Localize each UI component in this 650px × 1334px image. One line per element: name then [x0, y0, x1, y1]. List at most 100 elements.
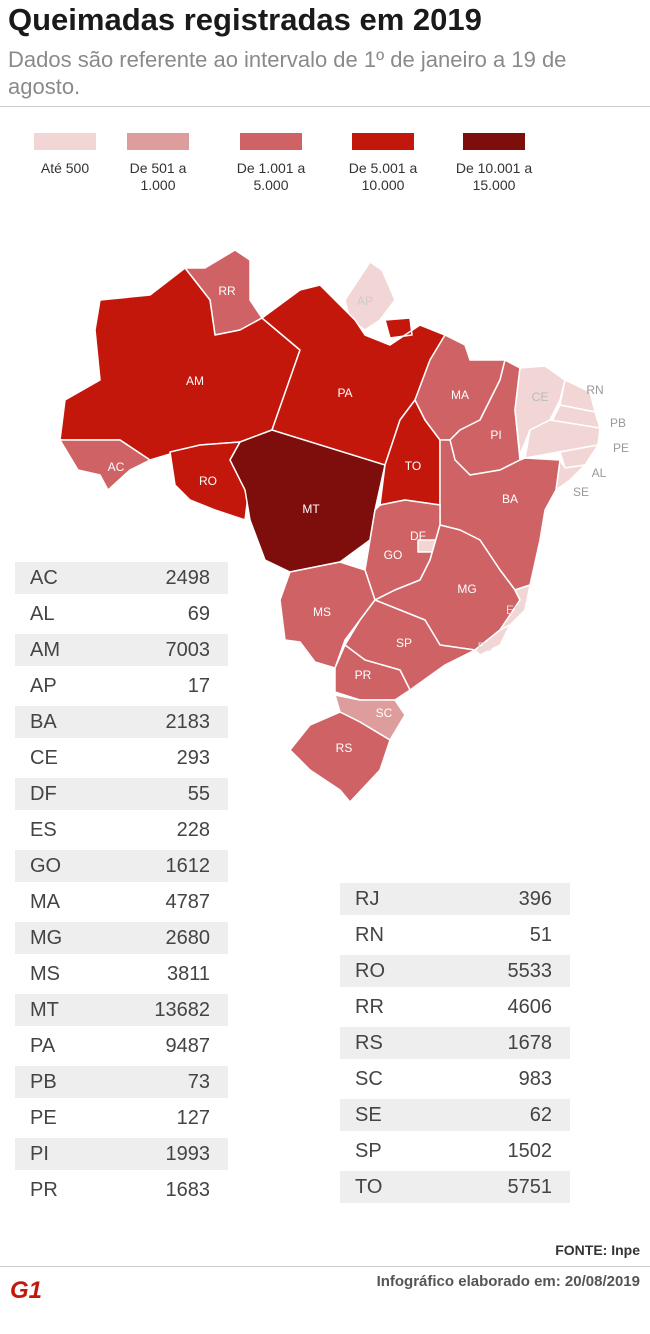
state-name: SC [355, 1068, 383, 1090]
table-row: CE 293 [15, 742, 228, 774]
state-label: RS [336, 741, 353, 755]
state-value: 13682 [154, 999, 210, 1021]
state-value: 1502 [507, 1140, 553, 1162]
table-row: ES 228 [15, 814, 228, 846]
state-name: AP [30, 675, 57, 697]
divider [0, 106, 650, 107]
legend-item: De 501 a 1.000 [113, 133, 203, 194]
table-row: RN 51 [340, 919, 570, 951]
legend-swatch [352, 133, 414, 150]
state-value: 5751 [507, 1176, 553, 1198]
state-label: CE [532, 390, 549, 404]
legend-item: De 10.001 a 15.000 [449, 133, 539, 194]
map: RR AP AM AC RO PA MT TO MA PI CE RN PB P… [59, 249, 629, 803]
state-name: PA [30, 1035, 56, 1057]
state-name: SP [355, 1140, 382, 1162]
legend-label: Até 500 [40, 160, 90, 176]
table-row: DF 55 [15, 778, 228, 810]
table-row: PR 1683 [15, 1174, 228, 1206]
state-rs [289, 711, 391, 803]
logo[interactable]: G1 [10, 1277, 43, 1304]
state-value: 396 [518, 888, 552, 910]
state-value: 4787 [165, 891, 211, 913]
state-value: 73 [187, 1071, 210, 1093]
table-row: BA 2183 [15, 706, 228, 738]
state-value: 9487 [165, 1035, 211, 1057]
state-labels: RR AP AM AC RO PA MT TO MA PI CE RN PB P… [108, 284, 629, 755]
state-name: RS [355, 1032, 383, 1054]
state-name: MS [30, 963, 60, 985]
table-row: GO 1612 [15, 850, 228, 882]
state-value: 55 [187, 783, 210, 805]
legend-label: De 1.001 a 5.000 [236, 160, 306, 193]
table-row: SP 1502 [340, 1135, 570, 1167]
table-row: AP 17 [15, 670, 228, 702]
state-value: 5533 [507, 960, 553, 982]
state-label: RJ [478, 640, 493, 654]
table-row: SC 983 [340, 1063, 570, 1095]
title: Queimadas registradas em 2019 [8, 2, 482, 37]
state-value: 4606 [507, 996, 553, 1018]
table-row: PI 1993 [15, 1138, 228, 1170]
divider [0, 1266, 650, 1267]
state-name: AM [30, 639, 60, 661]
table-right: RJ 396 RN 51 RO 5533 RR 4606 RS 1678 SC 983 SE 62 SP 15… [340, 883, 570, 1207]
state-name: CE [30, 747, 58, 769]
state-label: GO [384, 548, 403, 562]
state-label: TO [405, 459, 421, 473]
legend-swatch [34, 133, 96, 150]
subtitle: Dados são referente ao intervalo de 1º d… [8, 47, 567, 99]
table-row: AC 2498 [15, 562, 228, 594]
state-value: 2183 [165, 711, 211, 733]
legend-swatch [463, 133, 525, 150]
state-label: ES [506, 603, 522, 617]
legend-item: Até 500 [20, 133, 110, 177]
state-label: PI [490, 428, 501, 442]
table-row: RJ 396 [340, 883, 570, 915]
legend-item: De 1.001 a 5.000 [226, 133, 316, 194]
state-label: SP [396, 636, 412, 650]
state-sp [344, 599, 476, 691]
state-name: PR [30, 1179, 58, 1201]
state-label: BA [502, 492, 518, 506]
table-row: PB 73 [15, 1066, 228, 1098]
state-value: 983 [518, 1068, 552, 1090]
state-name: PE [30, 1107, 57, 1129]
state-name: RR [355, 996, 384, 1018]
state-label: MS [313, 605, 331, 619]
table-row: MG 2680 [15, 922, 228, 954]
state-name: TO [355, 1176, 383, 1198]
state-name: MT [30, 999, 59, 1021]
state-rj [474, 624, 511, 656]
state-value: 51 [529, 924, 552, 946]
state-value: 1683 [165, 1179, 211, 1201]
legend-swatch [240, 133, 302, 150]
state-value: 69 [187, 603, 210, 625]
state-value: 1993 [165, 1143, 211, 1165]
state-value: 62 [529, 1104, 552, 1126]
state-label: RR [218, 284, 236, 298]
legend-label: De 501 a 1.000 [129, 160, 187, 193]
table-row: PA 9487 [15, 1030, 228, 1062]
state-label: MT [302, 502, 320, 516]
state-name: RN [355, 924, 384, 946]
table-row: RS 1678 [340, 1027, 570, 1059]
state-name: RO [355, 960, 385, 982]
table-row: MA 4787 [15, 886, 228, 918]
state-value: 228 [176, 819, 210, 841]
credit: Infográfico elaborado em: 20/08/2019 [376, 1273, 640, 1290]
legend-label: De 10.001 a 15.000 [455, 160, 533, 193]
state-label: MG [457, 582, 476, 596]
state-name: AC [30, 567, 58, 589]
state-label: PE [613, 441, 629, 455]
legend-swatch [127, 133, 189, 150]
state-name: SE [355, 1104, 382, 1126]
state-value: 7003 [165, 639, 211, 661]
state-value: 2680 [165, 927, 211, 949]
state-ms [279, 561, 376, 669]
table-left: AC 2498 AL 69 AM 7003 AP 17 BA 2183 CE 293 DF 55 ES 228… [15, 562, 228, 1210]
state-am [59, 267, 301, 461]
state-ac [59, 439, 151, 491]
state-name: MG [30, 927, 63, 949]
